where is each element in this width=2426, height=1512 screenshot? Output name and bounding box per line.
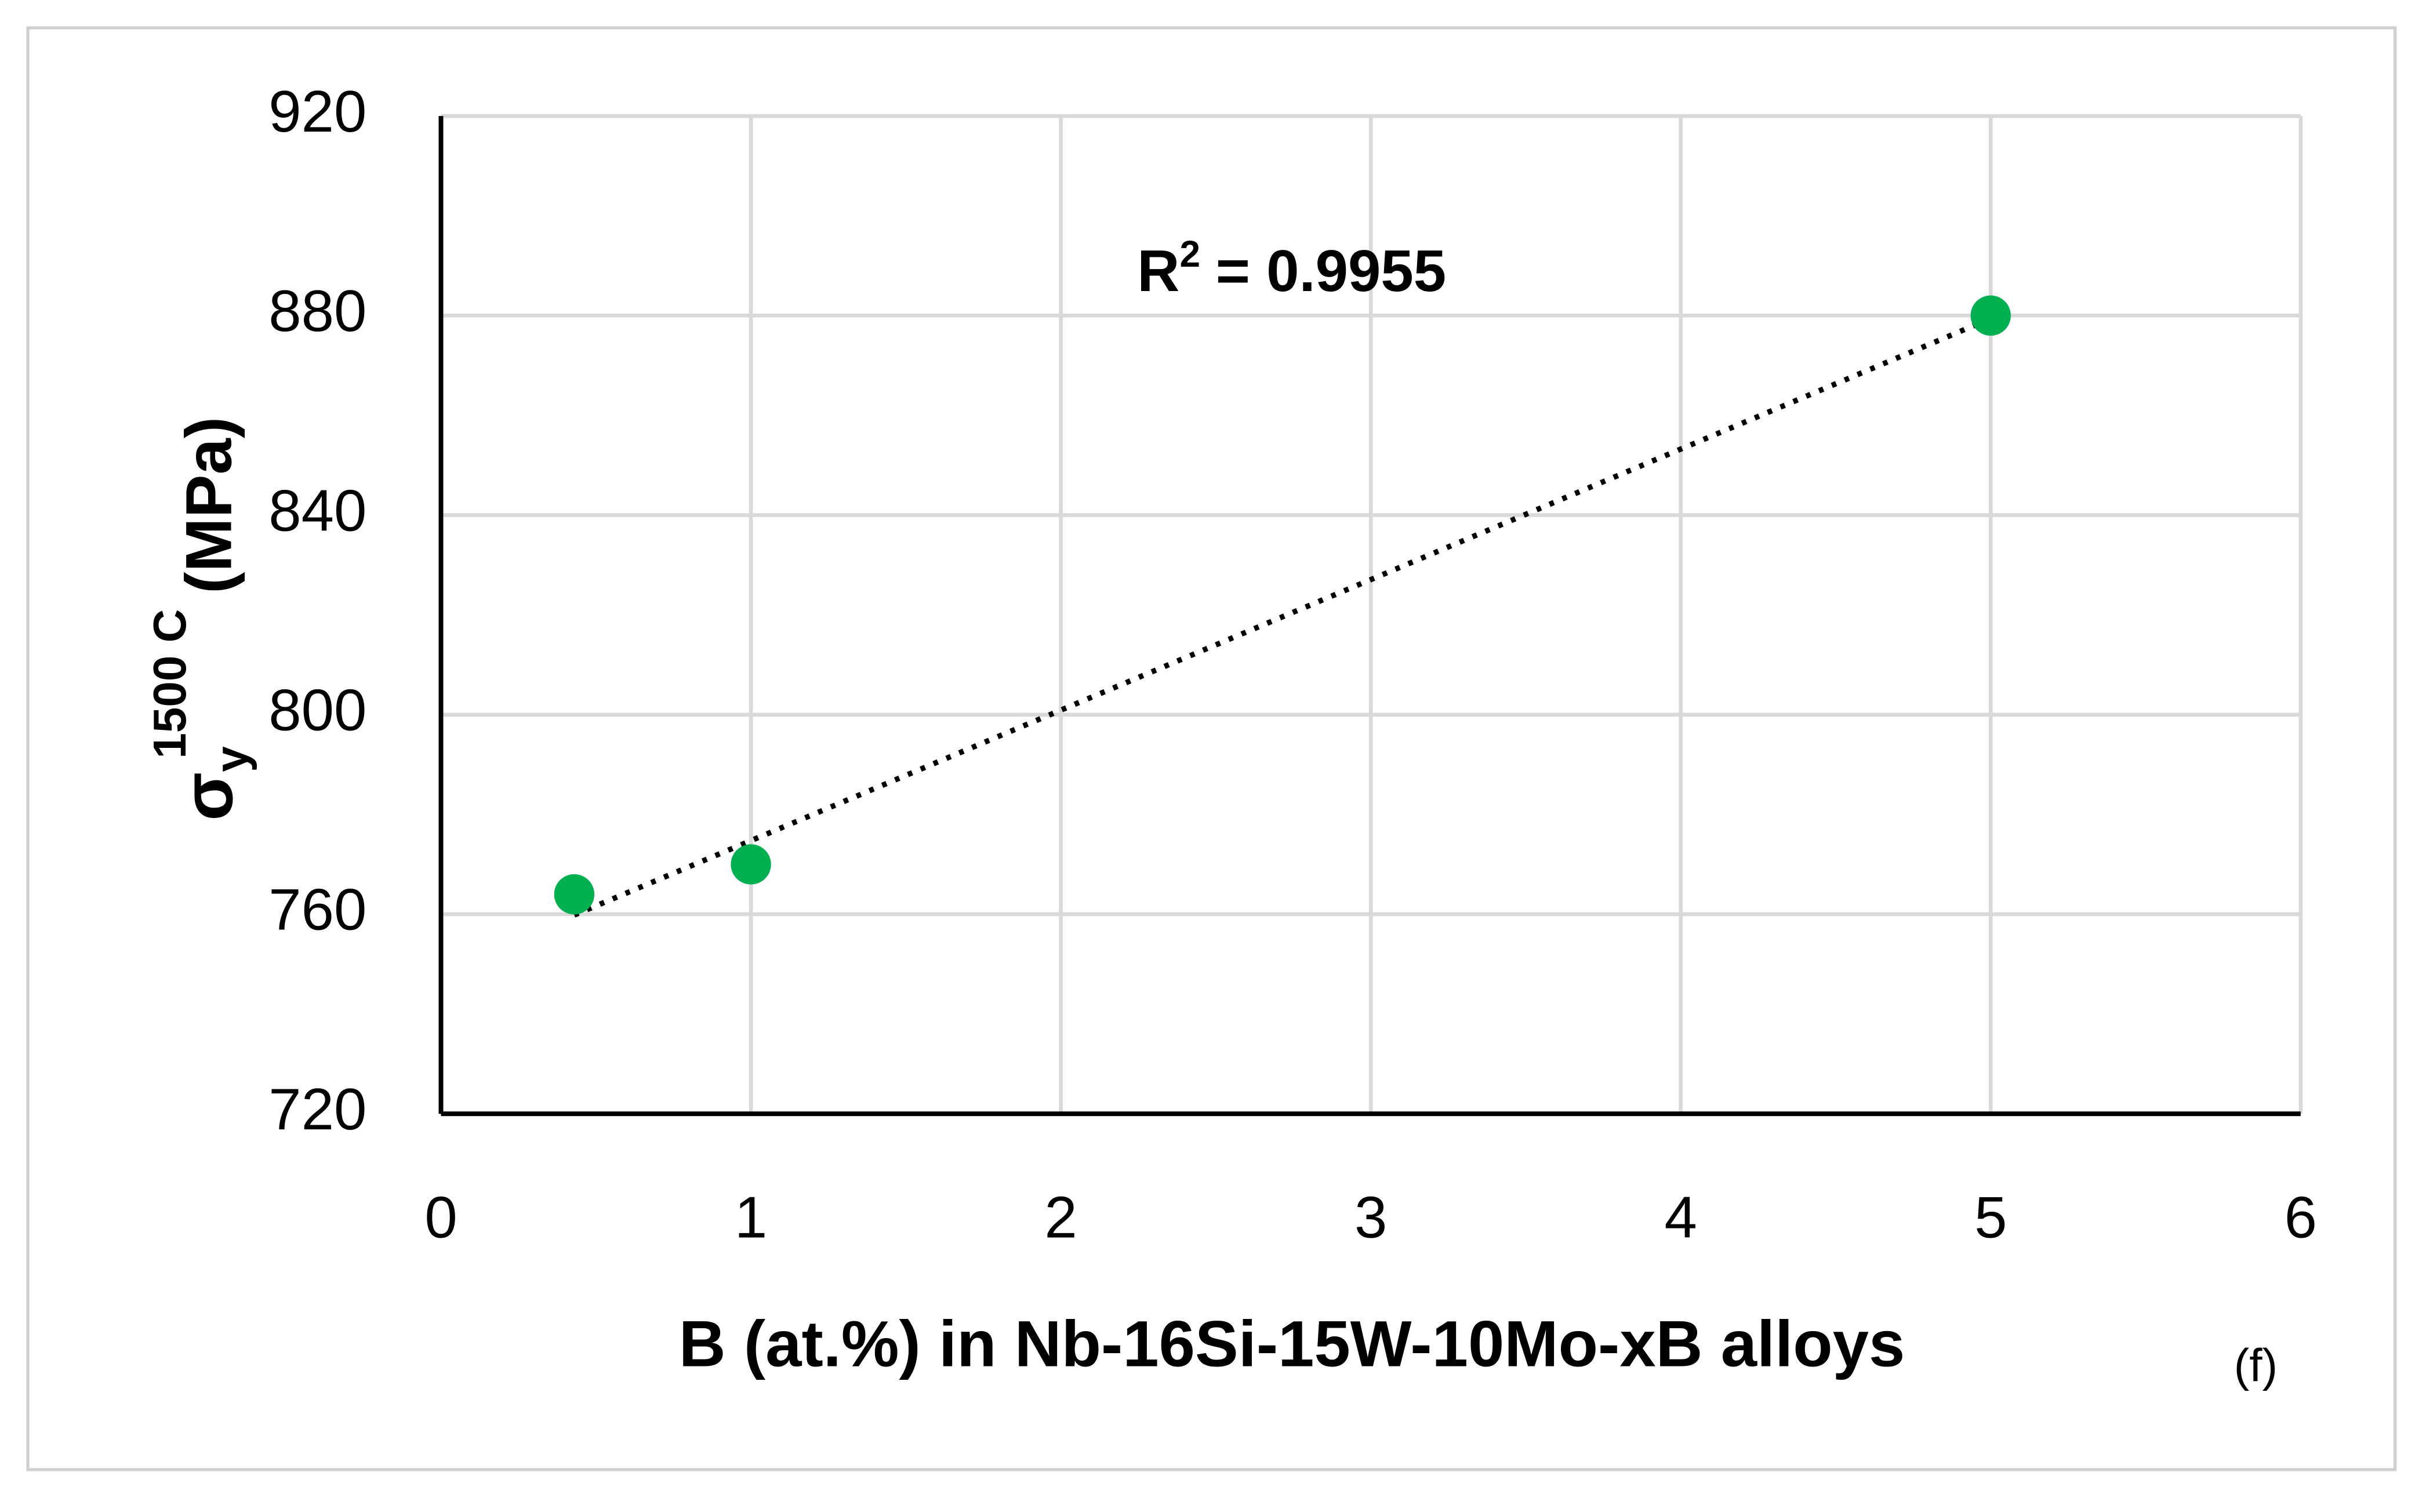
x-tick-label: 2 (1044, 1185, 1077, 1251)
data-point (731, 844, 771, 885)
x-tick-label: 5 (1974, 1185, 2007, 1251)
y-tick-label: 880 (268, 278, 366, 344)
y-tick-label: 840 (268, 478, 366, 543)
x-tick-label: 4 (1665, 1185, 1697, 1251)
x-tick-label: 1 (735, 1185, 767, 1251)
x-tick-label: 6 (2285, 1185, 2317, 1251)
r-squared-label: R2 = 0.9955 (1137, 233, 1446, 304)
y-tick-label: 720 (268, 1077, 366, 1142)
y-axis-subscript: y (206, 746, 257, 772)
x-tick-label: 0 (424, 1185, 457, 1251)
y-axis-superscript: 1500 C (144, 609, 195, 759)
panel-label: (f) (2234, 1340, 2278, 1391)
data-point (554, 874, 595, 915)
r-squared-value: = 0.9955 (1216, 238, 1446, 304)
y-tick-label: 760 (268, 877, 366, 943)
grid (439, 114, 2303, 1116)
r-squared-base: R (1137, 238, 1179, 304)
r-squared-sup: 2 (1179, 233, 1200, 275)
x-tick-label: 3 (1354, 1185, 1387, 1251)
trendline (573, 316, 1992, 918)
x-axis-title: B (at.%) in Nb-16Si-15W-10Mo-xB alloys (679, 1307, 1905, 1380)
chart-frame (26, 26, 2397, 1471)
y-axis-unit: (MPa) (172, 417, 245, 594)
data-point (1970, 295, 2011, 336)
y-axis-title: σy 1500 C (MPa) (144, 417, 257, 821)
y-tick-label: 800 (268, 678, 366, 743)
y-axis-symbol: σ (169, 772, 248, 821)
y-tick-label: 920 (268, 79, 366, 144)
